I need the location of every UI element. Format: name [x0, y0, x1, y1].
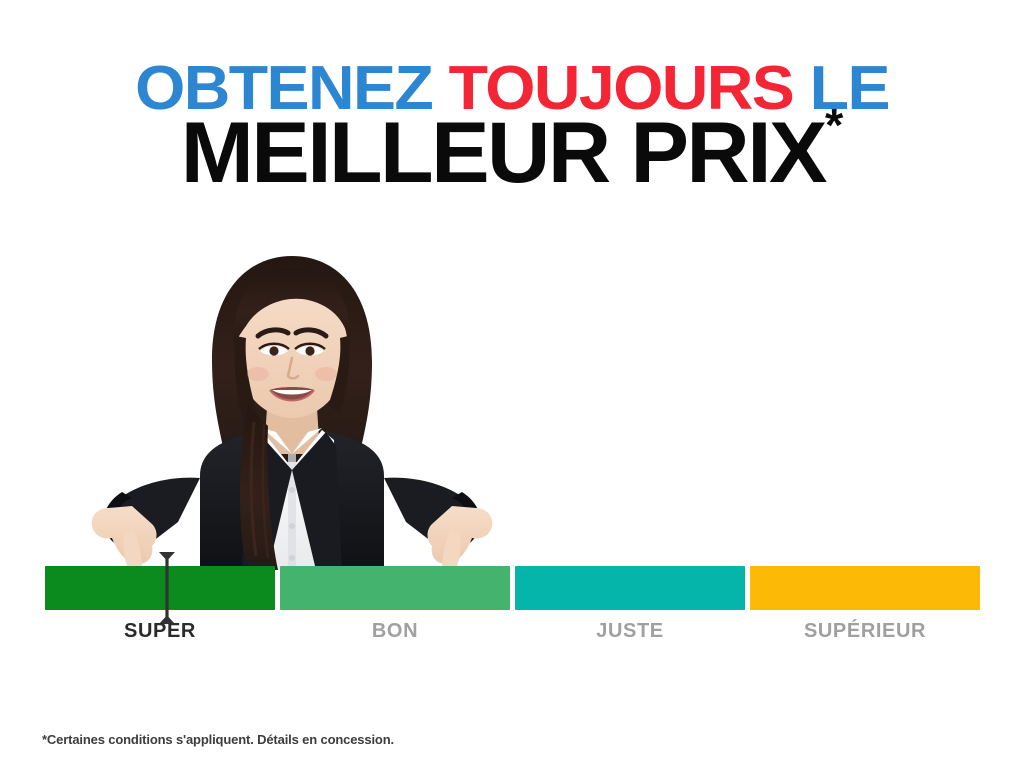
headline-asterisk: * [825, 98, 844, 151]
headline-block: OBTENEZ TOUJOURS LE MEILLEUR PRIX* [0, 58, 1024, 197]
gauge-label-superieur: SUPÉRIEUR [803, 620, 927, 642]
gauge-segment-superieur[interactable] [750, 566, 980, 610]
legal-footnote: *Certaines conditions s'appliquent. Déta… [42, 732, 394, 747]
gauge-segment-juste[interactable] [515, 566, 745, 610]
headline-word-le: LE [809, 54, 891, 123]
salesperson-illustration [91, 256, 493, 570]
headline-line-2: MEILLEUR PRIX* [0, 102, 1024, 197]
gauge-label-super: SUPER [124, 620, 196, 642]
salesperson-photo [62, 240, 522, 570]
gauge-label-juste: JUSTE [596, 620, 664, 642]
headline-word-obtenez: OBTENEZ [135, 54, 434, 123]
gauge-segment-bon[interactable] [280, 566, 510, 610]
price-gauge-bar [45, 566, 980, 610]
gauge-segment-super[interactable] [45, 566, 275, 610]
gauge-label-bon: BON [371, 620, 419, 642]
gauge-labels: SUPER BON JUSTE SUPÉRIEUR [45, 620, 980, 648]
headline-line-1: OBTENEZ TOUJOURS LE [0, 58, 1024, 120]
headline-word-meilleur-prix: MEILLEUR PRIX [180, 105, 828, 202]
headline-word-toujours: TOUJOURS [448, 54, 795, 123]
